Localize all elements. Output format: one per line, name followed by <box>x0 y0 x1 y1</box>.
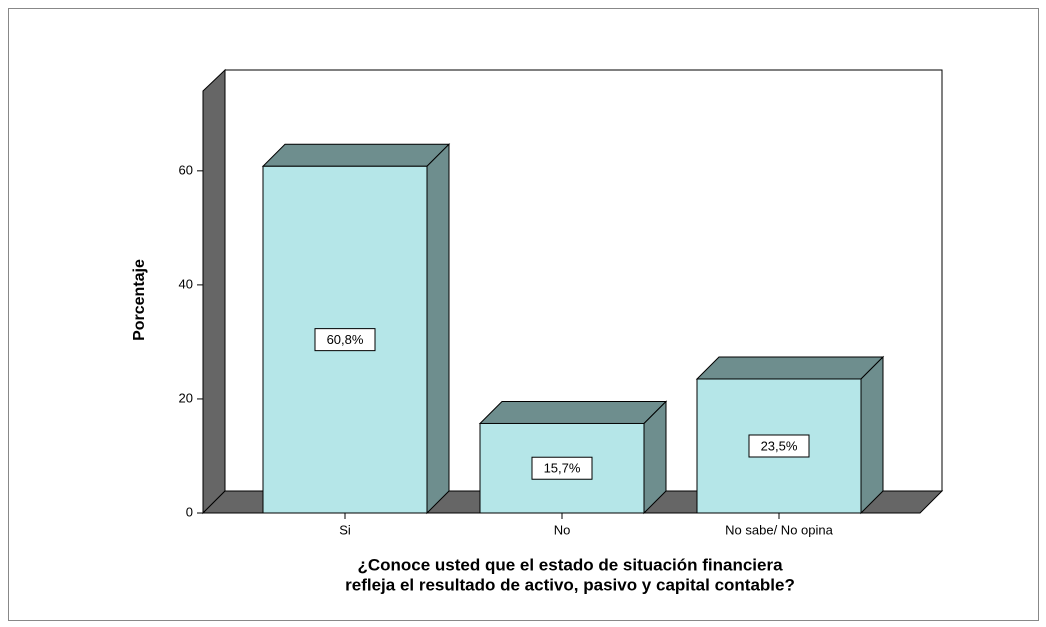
bar-side <box>860 355 884 515</box>
value-label-box <box>314 328 376 352</box>
y-tick-label: 60 <box>179 162 193 177</box>
y-tick-label: 20 <box>179 390 193 405</box>
bar-side <box>426 143 450 515</box>
value-label: 23,5% <box>761 438 798 453</box>
x-tick-label: No sabe/ No opina <box>725 522 833 537</box>
x-axis-title: ¿Conoce usted que el estado de situación… <box>357 555 783 574</box>
left-wall <box>202 68 226 515</box>
value-label: 60,8% <box>327 332 364 347</box>
x-tick-label: No <box>554 522 571 537</box>
bar-top <box>478 400 668 424</box>
y-axis-title: Porcentaje <box>131 259 148 341</box>
bar-top <box>261 143 451 167</box>
value-label-box <box>748 434 810 458</box>
y-tick-label: 0 <box>186 504 193 519</box>
value-label-box <box>531 456 593 480</box>
y-tick-label: 40 <box>179 276 193 291</box>
x-tick-label: Si <box>339 522 351 537</box>
value-label: 15,7% <box>544 461 581 476</box>
bar-top <box>695 356 885 380</box>
x-axis-title: refleja el resultado de activo, pasivo y… <box>345 575 795 594</box>
